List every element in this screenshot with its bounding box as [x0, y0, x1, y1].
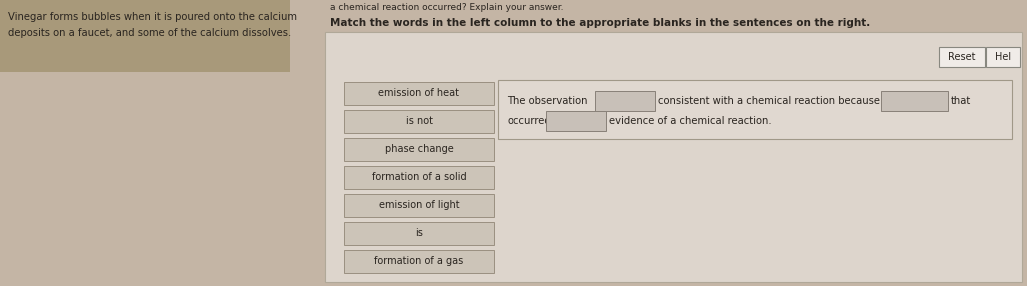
FancyBboxPatch shape — [881, 91, 948, 111]
Text: that: that — [951, 96, 972, 106]
FancyBboxPatch shape — [344, 166, 494, 189]
Text: is not: is not — [406, 116, 432, 126]
Text: emission of heat: emission of heat — [379, 88, 459, 98]
Text: consistent with a chemical reaction because the: consistent with a chemical reaction beca… — [658, 96, 900, 106]
FancyBboxPatch shape — [986, 47, 1020, 67]
Text: Hel: Hel — [995, 52, 1011, 62]
FancyBboxPatch shape — [498, 80, 1012, 139]
FancyBboxPatch shape — [0, 0, 290, 72]
FancyBboxPatch shape — [325, 32, 1022, 282]
Text: Reset: Reset — [948, 52, 976, 62]
Text: phase change: phase change — [385, 144, 453, 154]
Text: evidence of a chemical reaction.: evidence of a chemical reaction. — [609, 116, 771, 126]
Text: Match the words in the left column to the appropriate blanks in the sentences on: Match the words in the left column to th… — [330, 18, 870, 28]
Text: The observation: The observation — [507, 96, 587, 106]
FancyBboxPatch shape — [595, 91, 655, 111]
FancyBboxPatch shape — [344, 138, 494, 161]
FancyBboxPatch shape — [546, 111, 606, 131]
Text: formation of a solid: formation of a solid — [372, 172, 466, 182]
Text: deposits on a faucet, and some of the calcium dissolves.: deposits on a faucet, and some of the ca… — [8, 28, 292, 38]
Text: formation of a gas: formation of a gas — [375, 257, 463, 267]
Text: emission of light: emission of light — [379, 200, 459, 210]
FancyBboxPatch shape — [344, 82, 494, 105]
Text: occurred: occurred — [507, 116, 550, 126]
FancyBboxPatch shape — [344, 110, 494, 133]
FancyBboxPatch shape — [344, 194, 494, 217]
FancyBboxPatch shape — [344, 250, 494, 273]
FancyBboxPatch shape — [939, 47, 985, 67]
Text: is: is — [415, 229, 423, 239]
Text: Vinegar forms bubbles when it is poured onto the calcium: Vinegar forms bubbles when it is poured … — [8, 12, 297, 22]
FancyBboxPatch shape — [344, 222, 494, 245]
Text: a chemical reaction occurred? Explain your answer.: a chemical reaction occurred? Explain yo… — [330, 3, 564, 12]
